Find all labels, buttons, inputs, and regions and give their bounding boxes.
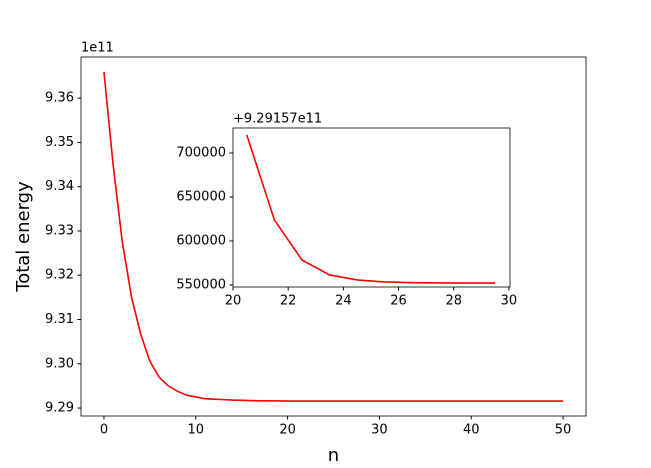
x-tick-label: 28 bbox=[445, 294, 462, 309]
x-tick-label: 30 bbox=[371, 423, 388, 438]
y-tick-label: 9.35 bbox=[45, 135, 74, 150]
x-tick-label: 0 bbox=[100, 423, 108, 438]
x-tick-label: 22 bbox=[280, 294, 297, 309]
x-tick-label: 30 bbox=[501, 294, 518, 309]
y-tick-label: 9.29 bbox=[45, 401, 74, 416]
y-tick-label: 650000 bbox=[176, 189, 226, 204]
y-tick-label: 9.33 bbox=[45, 223, 74, 238]
axes-frame bbox=[232, 127, 511, 288]
y-tick-label: 9.30 bbox=[45, 356, 74, 371]
x-tick-label: 20 bbox=[225, 294, 242, 309]
x-tick-label: 40 bbox=[463, 423, 480, 438]
x-axis-label: n bbox=[328, 445, 339, 466]
offset-text: 1e11 bbox=[81, 41, 114, 56]
axes-frame bbox=[80, 56, 587, 417]
y-tick-label: 9.34 bbox=[45, 179, 74, 194]
line-series bbox=[103, 71, 564, 402]
line-series bbox=[246, 134, 496, 284]
x-tick-label: 50 bbox=[555, 423, 572, 438]
y-tick-label: 700000 bbox=[176, 145, 226, 160]
x-tick-label: 24 bbox=[335, 294, 352, 309]
y-axis-label: Total energy bbox=[13, 181, 34, 293]
x-tick-label: 10 bbox=[187, 423, 204, 438]
x-tick-label: 26 bbox=[390, 294, 407, 309]
y-tick-label: 9.36 bbox=[45, 91, 74, 106]
y-tick-label: 550000 bbox=[176, 277, 226, 292]
y-tick-label: 9.31 bbox=[45, 312, 74, 327]
y-tick-label: 600000 bbox=[176, 233, 226, 248]
x-tick-label: 20 bbox=[279, 423, 296, 438]
y-tick-label: 9.32 bbox=[45, 268, 74, 283]
offset-text: +9.29157e11 bbox=[233, 112, 322, 127]
plot-area bbox=[233, 128, 510, 287]
